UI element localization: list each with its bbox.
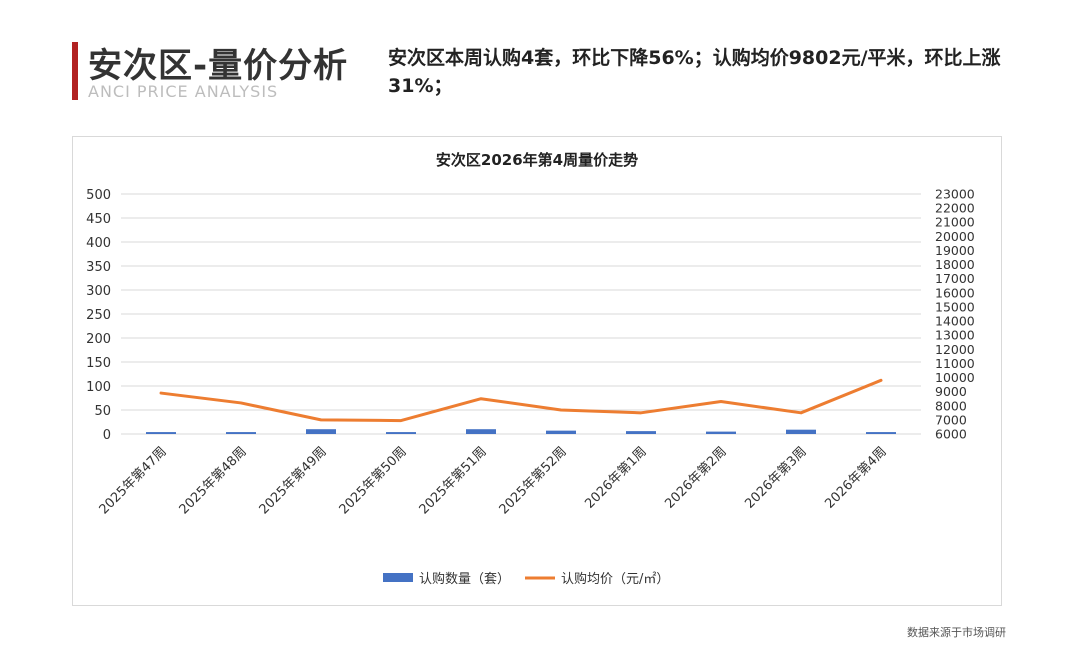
right-tick-label: 9000 [935,384,967,399]
legend-bar-swatch [383,573,413,582]
bar [786,429,816,434]
left-tick-label: 500 [86,188,111,203]
left-tick-label: 400 [86,236,111,251]
bar [626,431,656,434]
accent-bar [72,42,78,100]
page-subtitle-en: ANCI PRICE ANALYSIS [88,82,279,101]
bar [306,429,336,434]
bar [226,432,256,434]
right-tick-label: 23000 [935,187,975,202]
bar [146,432,176,434]
bar [546,430,576,434]
price-line [159,378,883,423]
left-tick-label: 0 [103,428,111,443]
x-axis-labels: 2025年第47周 2025年第48周 2025年第49周 2025年第50周 2025… [97,444,890,517]
left-tick-label: 200 [86,332,111,347]
x-tick-label: 2025年第50周 [337,444,410,517]
right-tick-label: 20000 [935,229,975,244]
right-tick-label: 8000 [935,398,967,413]
x-tick-label: 2026年第3周 [742,444,809,511]
right-axis-ticks: 6000700080009000100001100012000130001400… [935,187,975,442]
right-tick-label: 18000 [935,257,975,272]
left-tick-label: 50 [94,404,111,419]
chart-title: 安次区2026年第4周量价走势 [436,151,638,169]
bar [466,429,496,434]
data-source-note: 数据来源于市场调研 [907,626,1006,639]
right-tick-label: 11000 [935,356,975,371]
bar-series [146,429,896,434]
right-tick-label: 16000 [935,285,975,300]
right-tick-label: 6000 [935,427,967,442]
bar [386,432,416,434]
right-tick-label: 19000 [935,243,975,258]
line-series [159,378,883,423]
x-tick-label: 2026年第1周 [582,444,649,511]
bar [706,431,736,434]
left-tick-label: 350 [86,260,111,275]
right-tick-label: 22000 [935,201,975,216]
legend-bar-label: 认购数量（套） [419,571,510,587]
x-tick-label: 2025年第47周 [97,444,170,517]
left-axis-ticks: 0 50 100 150 200 250 300 350 400 450 500 [86,188,111,443]
right-tick-label: 15000 [935,299,975,314]
grid-lines [121,193,921,435]
legend: 认购数量（套） 认购均价（元/㎡） [383,571,669,587]
right-tick-label: 17000 [935,271,975,286]
x-tick-label: 2025年第51周 [417,444,490,517]
chart-container: 安次区2026年第4周量价走势 0 50 100 150 200 250 300 350 400… [72,136,1002,606]
page-title: 安次区-量价分析 [88,46,349,86]
x-tick-label: 2025年第52周 [497,444,570,517]
left-tick-label: 250 [86,308,111,323]
right-tick-label: 13000 [935,328,975,343]
x-tick-label: 2025年第48周 [177,444,250,517]
right-tick-label: 12000 [935,342,975,357]
left-tick-label: 300 [86,284,111,299]
right-tick-label: 7000 [935,412,967,427]
right-tick-label: 21000 [935,215,975,230]
x-tick-label: 2026年第4周 [822,444,889,511]
right-tick-label: 10000 [935,370,975,385]
left-tick-label: 150 [86,356,111,371]
x-tick-label: 2025年第49周 [257,444,330,517]
combo-chart: 安次区2026年第4周量价走势 0 50 100 150 200 250 300 350 400… [86,151,975,587]
x-tick-label: 2026年第2周 [662,444,729,511]
left-tick-label: 450 [86,212,111,227]
summary-text: 安次区本周认购4套，环比下降56%；认购均价9802元/平米，环比上涨31%； [388,47,1001,97]
bar [866,432,896,434]
legend-line-label: 认购均价（元/㎡） [561,571,669,587]
right-tick-label: 14000 [935,314,975,329]
left-tick-label: 100 [86,380,111,395]
